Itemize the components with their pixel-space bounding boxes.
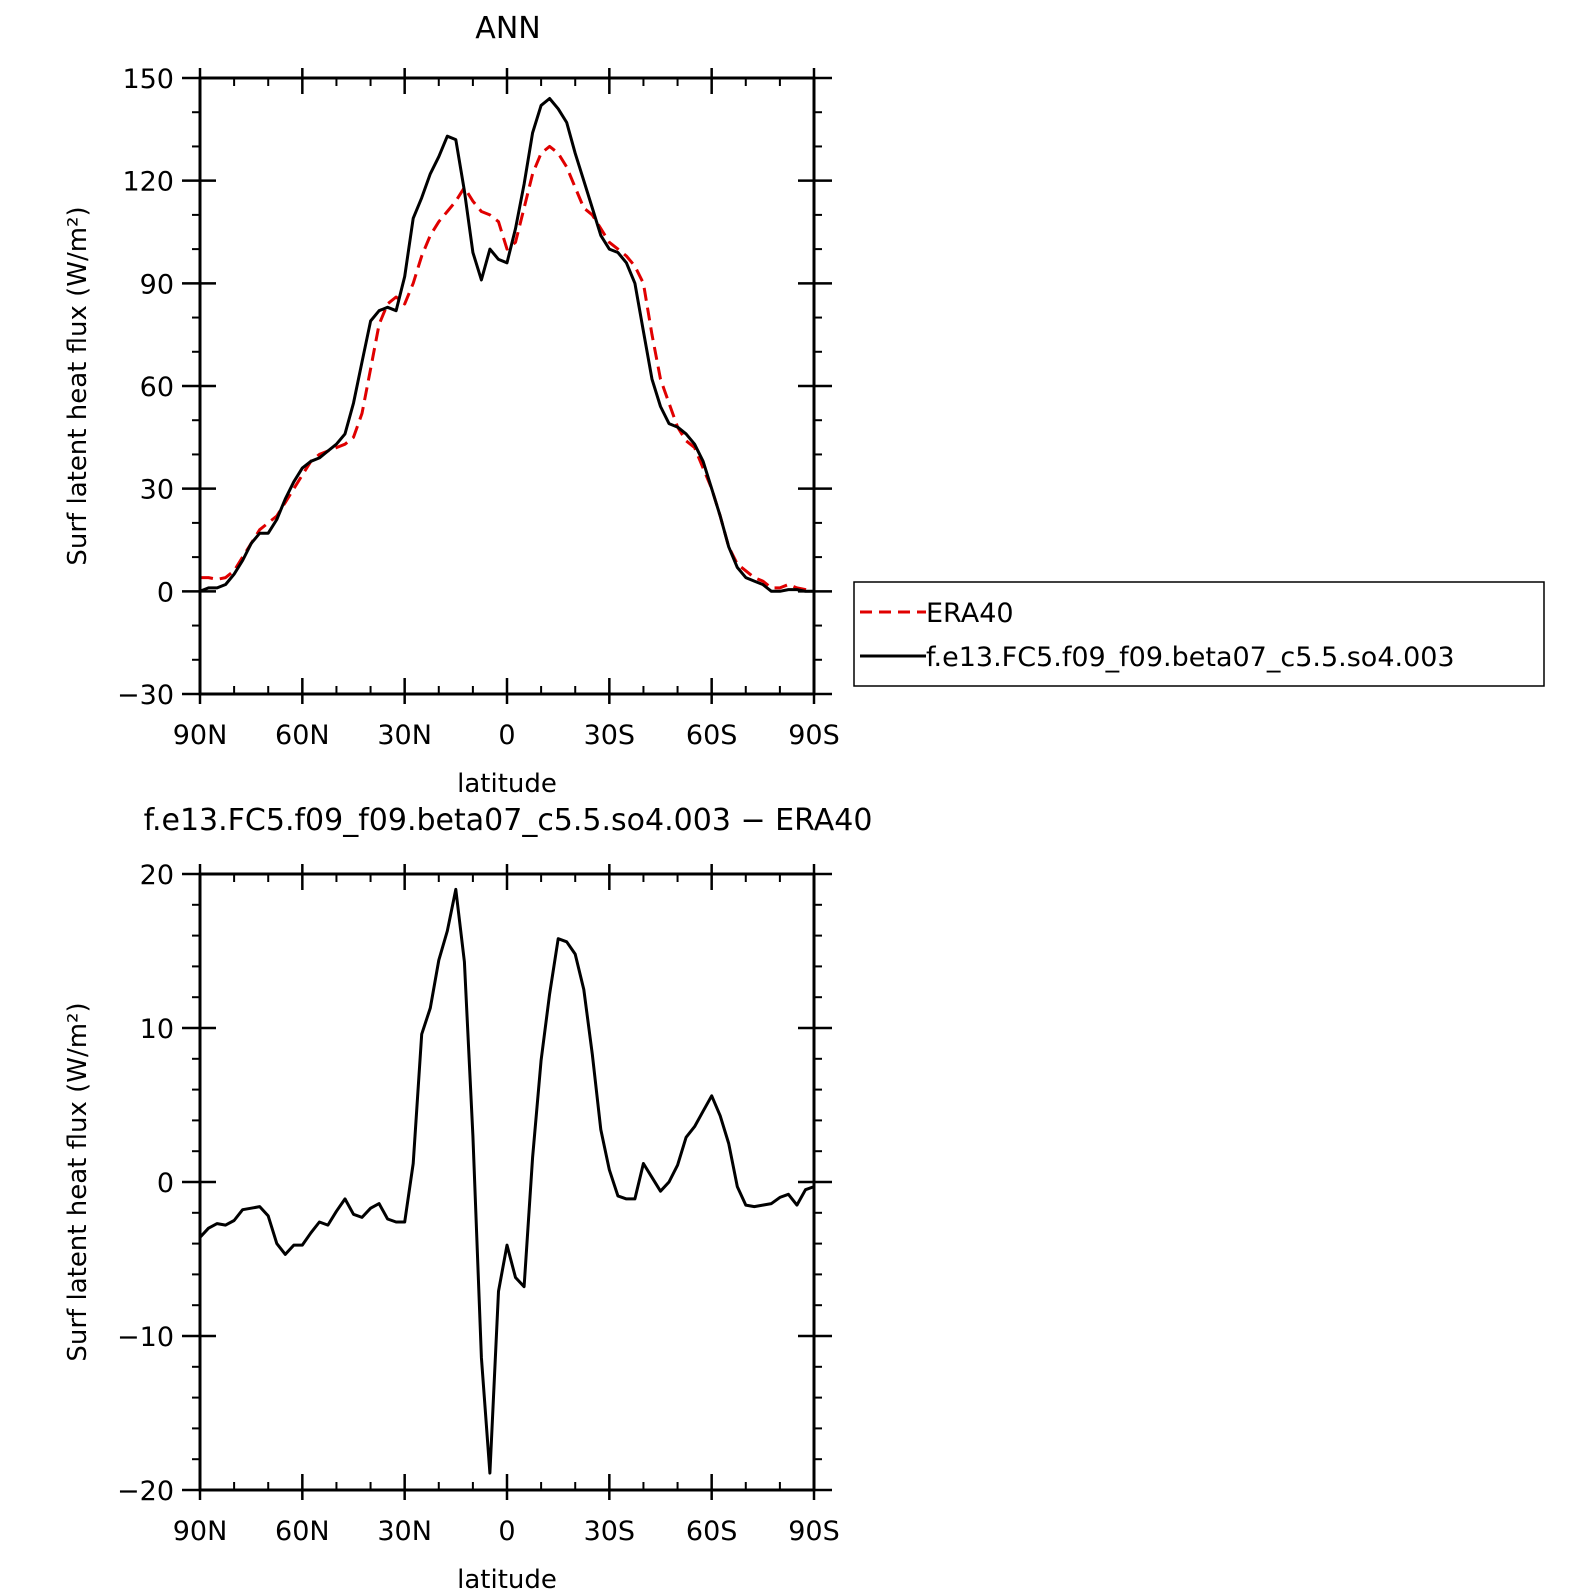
- chart-panel-annual: ANN −30 0 30 60 90 120 150 90N 60N 30N 0 30S 60S 90S…: [63, 11, 1545, 799]
- y-tick-label: −30: [117, 680, 174, 711]
- x-tick-label: 60S: [686, 1516, 738, 1547]
- x-tick-label: 30S: [584, 720, 636, 751]
- y-tick-label: −10: [117, 1322, 174, 1353]
- x-tick-label: 60N: [275, 720, 330, 751]
- series-line-difference: [198, 887, 815, 1475]
- y-axis-label: Surf latent heat flux (W/m²): [63, 1002, 93, 1361]
- plot-frame: [198, 76, 816, 696]
- x-tick-label: 90N: [173, 1516, 228, 1547]
- x-axis-label: latitude: [457, 769, 557, 799]
- x-tick-label: 0: [498, 720, 515, 751]
- legend-box: [853, 581, 1545, 687]
- y-tick-labels: −20 −10 0 10 20: [117, 860, 174, 1507]
- x-tick-label: 90S: [788, 1516, 840, 1547]
- series-line-era40: [200, 144, 815, 593]
- legend: ERA40 f.e13.FC5.f09_f09.beta07_c5.5.so4.…: [853, 581, 1545, 687]
- y-tick-label: 10: [140, 1014, 174, 1045]
- x-tick-label: 30S: [584, 1516, 636, 1547]
- x-tick-label: 90S: [788, 720, 840, 751]
- y-tick-label: 60: [140, 372, 174, 403]
- x-tick-label: 30N: [377, 720, 432, 751]
- series-group: [199, 97, 815, 593]
- y-tick-labels: −30 0 30 60 90 120 150: [117, 64, 174, 711]
- legend-label-model: f.e13.FC5.f09_f09.beta07_c5.5.so4.003: [926, 642, 1455, 673]
- x-tick-labels: 90N 60N 30N 0 30S 60S 90S: [173, 720, 840, 751]
- chart-title: f.e13.FC5.f09_f09.beta07_c5.5.so4.003 − …: [144, 803, 873, 838]
- series-group: [198, 887, 815, 1475]
- plot-frame: [198, 872, 816, 1492]
- y-tick-label: 150: [122, 64, 174, 95]
- minor-ticks: [192, 874, 822, 1490]
- x-tick-label: 30N: [377, 1516, 432, 1547]
- y-tick-label: 120: [122, 167, 174, 198]
- y-axis-label: Surf latent heat flux (W/m²): [63, 206, 93, 565]
- chart-panel-difference: f.e13.FC5.f09_f09.beta07_c5.5.so4.003 − …: [63, 803, 872, 1591]
- y-tick-label: 20: [140, 860, 174, 891]
- legend-label-era40: ERA40: [926, 598, 1014, 629]
- series-line-f-e13-fc5-f09-f09-beta07-c5-5-so4-003: [199, 97, 814, 593]
- minor-ticks: [192, 78, 822, 694]
- y-tick-label: 90: [140, 269, 174, 300]
- x-tick-label: 60S: [686, 720, 738, 751]
- y-tick-label: 30: [140, 475, 174, 506]
- x-axis-label: latitude: [457, 1565, 557, 1591]
- y-tick-label: 0: [157, 577, 174, 608]
- major-ticks: [182, 864, 832, 1500]
- y-tick-label: −20: [117, 1476, 174, 1507]
- x-tick-label: 60N: [275, 1516, 330, 1547]
- y-tick-label: 0: [157, 1168, 174, 1199]
- chart-title: ANN: [475, 11, 540, 46]
- x-tick-labels: 90N 60N 30N 0 30S 60S 90S: [173, 1516, 840, 1547]
- x-tick-label: 90N: [173, 720, 228, 751]
- major-ticks: [182, 68, 832, 704]
- x-tick-label: 0: [498, 1516, 515, 1547]
